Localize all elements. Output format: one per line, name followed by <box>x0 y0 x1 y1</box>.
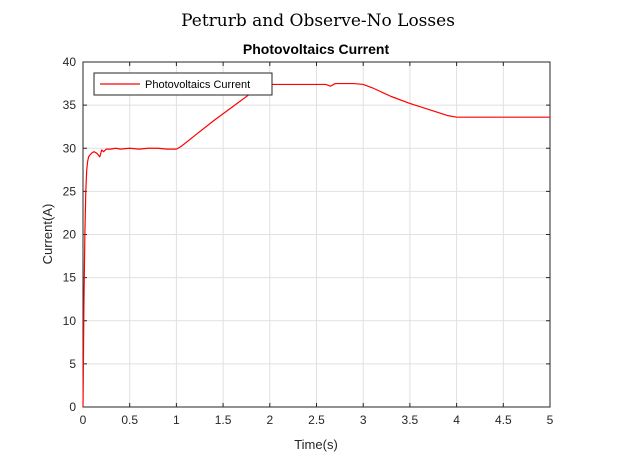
chart-title: Photovoltaics Current <box>243 41 390 57</box>
x-tick-label: 0 <box>80 413 87 427</box>
figure-suptitle: Petrurb and Observe-No Losses <box>181 11 455 31</box>
y-tick-label: 35 <box>63 98 77 112</box>
legend-box <box>93 72 273 96</box>
x-tick-label: 2 <box>266 413 273 427</box>
y-tick-label: 0 <box>69 400 76 414</box>
x-tick-label: 2.5 <box>308 413 325 427</box>
x-axis-label: Time(s) <box>294 437 338 452</box>
axis-ticks: 0 0.5 1 1.5 2 2.5 3 3.5 4 4.5 5 0 5 10 15 20 25 30 35 40 <box>63 55 554 427</box>
x-tick-label: 3.5 <box>402 413 419 427</box>
y-tick-label: 20 <box>63 228 77 242</box>
series-layer <box>82 82 550 408</box>
x-tick-label: 1.5 <box>215 413 232 427</box>
x-tick-label: 3 <box>360 413 367 427</box>
x-tick-label: 4.5 <box>495 413 512 427</box>
x-tick-label: 1 <box>173 413 180 427</box>
y-tick-label: 30 <box>63 141 77 155</box>
y-axis-label: Current(A) <box>40 204 55 265</box>
series-line <box>82 82 550 408</box>
legend: Photovoltaics Current <box>93 72 273 96</box>
x-tick-label: 5 <box>547 413 554 427</box>
x-tick-label: 0.5 <box>121 413 138 427</box>
y-tick-label: 40 <box>63 55 77 69</box>
x-tick-label: 4 <box>453 413 460 427</box>
y-tick-label: 15 <box>63 271 77 285</box>
y-tick-label: 10 <box>63 314 77 328</box>
y-tick-label: 5 <box>69 357 76 371</box>
y-tick-label: 25 <box>63 184 77 198</box>
legend-entry-label: Photovoltaics Current <box>145 79 250 91</box>
grid <box>83 62 550 407</box>
